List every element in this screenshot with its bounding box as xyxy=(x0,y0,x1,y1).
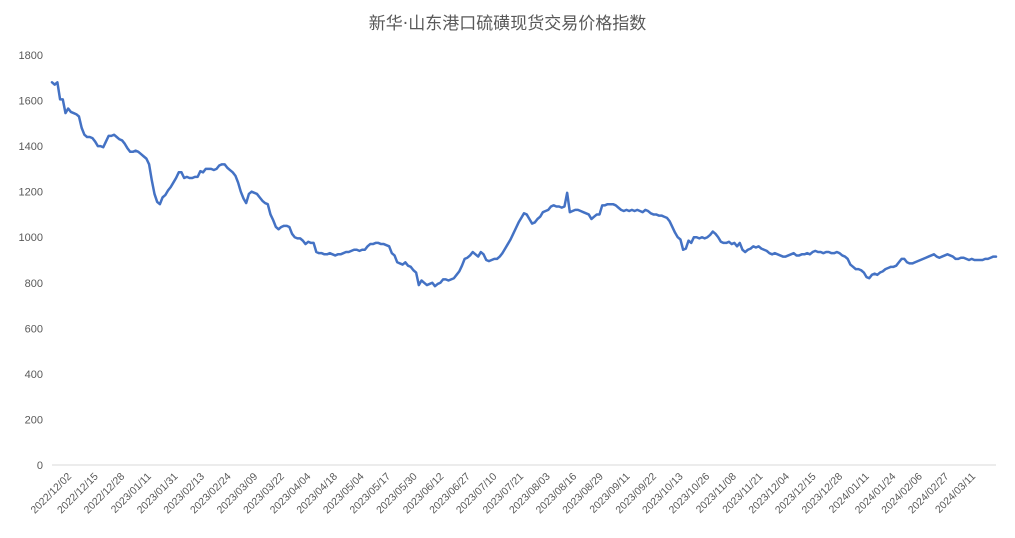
y-tick-label: 200 xyxy=(25,414,43,426)
series-line xyxy=(50,81,998,288)
y-tick-label: 800 xyxy=(25,278,43,290)
x-axis-labels: 2022/12/022022/12/152022/12/282023/01/11… xyxy=(28,471,978,517)
y-tick-label: 0 xyxy=(37,460,43,472)
chart-title: 新华·山东港口硫磺现货交易价格指数 xyxy=(368,14,647,34)
y-tick-label: 1600 xyxy=(19,96,43,108)
y-tick-label: 400 xyxy=(25,369,43,381)
y-tick-label: 1200 xyxy=(19,187,43,199)
y-tick-label: 600 xyxy=(25,323,43,335)
y-tick-label: 1400 xyxy=(19,141,43,153)
y-tick-label: 1000 xyxy=(19,232,43,244)
y-axis-labels: 0 200 400 600 800 1000 1200 1400 1600 1800 xyxy=(19,50,43,472)
y-tick-label: 1800 xyxy=(19,50,43,62)
